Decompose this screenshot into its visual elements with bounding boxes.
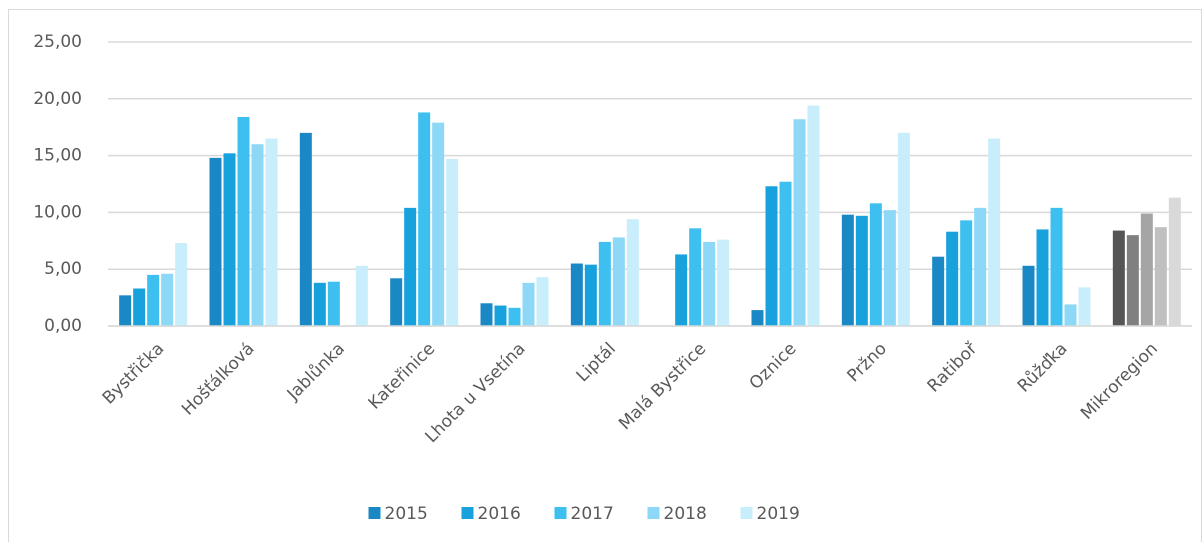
x-tick-label: Jablůnka — [283, 339, 349, 405]
bar — [626, 219, 639, 326]
bar — [480, 303, 493, 326]
bar — [988, 138, 1001, 326]
bar — [1140, 213, 1153, 326]
x-tick-label: Pržno — [843, 339, 890, 386]
bar — [946, 231, 959, 326]
bar — [779, 181, 792, 326]
bar — [869, 203, 882, 326]
bar — [1036, 229, 1049, 326]
bar — [675, 254, 688, 326]
x-tick-label: Lhota u Vsetína — [421, 339, 529, 447]
bar — [765, 186, 778, 326]
x-tick-label: Oznice — [746, 339, 801, 394]
y-tick-label: 20,00 — [33, 89, 82, 109]
legend-swatch — [554, 507, 567, 519]
bar — [807, 105, 820, 326]
x-tick-label: Malá Bystřice — [615, 339, 710, 434]
bar — [327, 281, 340, 326]
x-tick-label: Bystřička — [99, 339, 168, 408]
x-tick-label: Mikroregion — [1077, 339, 1162, 424]
bar — [1154, 227, 1167, 326]
legend-label: 2015 — [385, 504, 428, 524]
bar — [1126, 235, 1139, 326]
bar — [793, 119, 806, 326]
bar — [1022, 265, 1035, 326]
legend-label: 2018 — [664, 504, 707, 524]
legend-swatch — [647, 507, 660, 519]
bar — [689, 228, 702, 326]
bar — [536, 277, 549, 326]
x-tick-label: Liptál — [573, 339, 620, 386]
bar — [960, 220, 973, 326]
legend-label: 2019 — [757, 504, 800, 524]
bar — [432, 122, 445, 326]
x-tick-label: Kateřinice — [365, 339, 440, 414]
legend-swatch — [368, 507, 381, 519]
bar — [508, 307, 521, 326]
bar — [251, 144, 264, 326]
y-tick-label: 5,00 — [44, 259, 82, 279]
bar — [717, 239, 730, 326]
bar — [161, 273, 174, 326]
bar — [841, 214, 854, 326]
bar — [1112, 230, 1125, 326]
legend-swatch — [461, 507, 474, 519]
y-tick-label: 25,00 — [33, 32, 82, 52]
bar — [209, 157, 222, 326]
bar — [522, 282, 535, 326]
bar — [883, 210, 896, 326]
bar — [570, 263, 583, 326]
bar — [147, 274, 160, 326]
y-tick-label: 0,00 — [44, 316, 82, 336]
bar — [612, 237, 625, 326]
bar — [355, 265, 368, 326]
bar — [1064, 304, 1077, 326]
bar — [974, 207, 987, 326]
bar — [598, 241, 611, 326]
bar — [751, 310, 764, 326]
bar — [175, 243, 188, 326]
bar — [390, 278, 403, 326]
bar — [897, 132, 910, 326]
bar — [119, 295, 132, 326]
bar — [703, 241, 716, 326]
bar — [446, 159, 459, 326]
legend-label: 2016 — [478, 504, 521, 524]
bar — [1168, 197, 1181, 326]
bar — [1078, 287, 1091, 326]
bar — [1050, 207, 1063, 326]
bar — [133, 288, 146, 326]
bar — [313, 282, 326, 326]
x-tick-label: Hošťálková — [178, 339, 259, 420]
x-tick-label: Růžďka — [1014, 339, 1072, 397]
x-tick-label: Ratiboř — [924, 338, 982, 396]
bar — [299, 132, 312, 326]
bar — [265, 138, 278, 326]
y-tick-label: 15,00 — [33, 146, 82, 166]
bar — [494, 305, 507, 326]
bar — [237, 116, 250, 326]
y-tick-label: 10,00 — [33, 202, 82, 222]
bar — [418, 112, 431, 326]
bar — [223, 153, 236, 326]
legend-swatch — [740, 507, 753, 519]
bar — [404, 207, 417, 326]
legend-label: 2017 — [571, 504, 614, 524]
bar — [855, 215, 868, 326]
chart-frame — [8, 9, 1202, 546]
bar — [584, 264, 597, 326]
bar — [932, 256, 945, 326]
